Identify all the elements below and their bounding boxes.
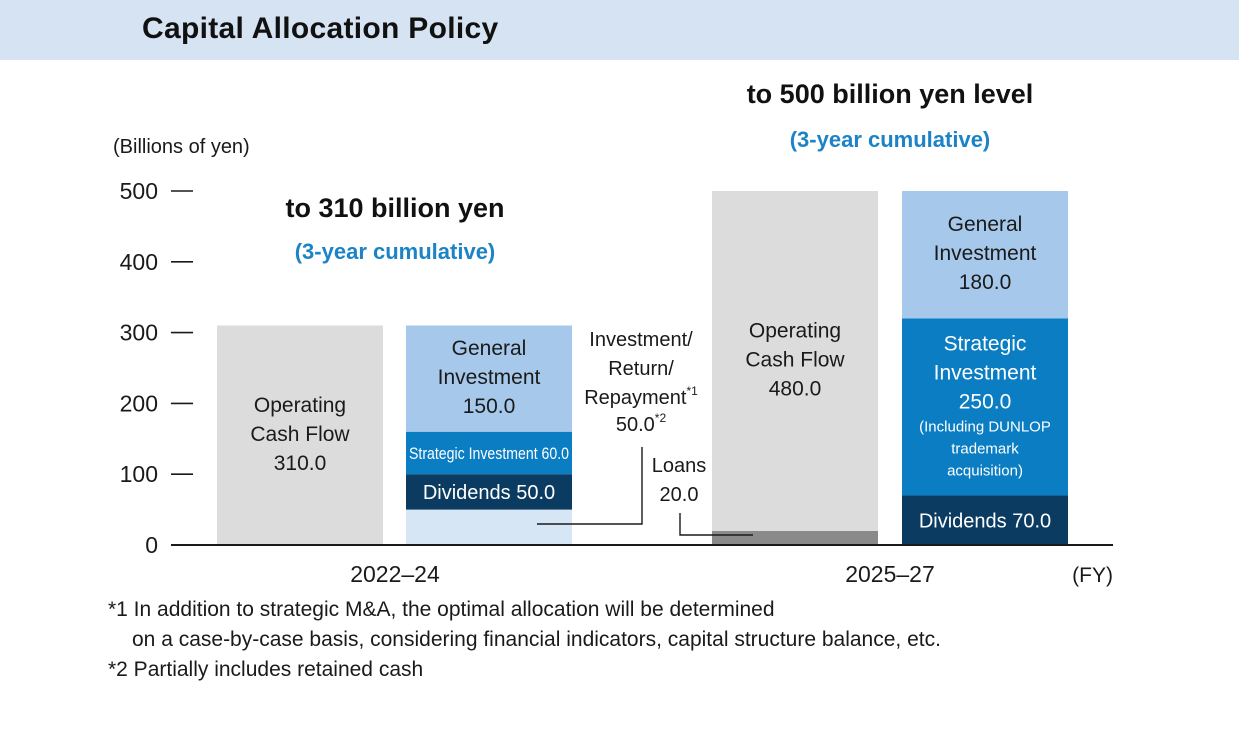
title-bar: Capital Allocation Policy [0, 0, 1239, 60]
bar-data-label: Operating [749, 319, 841, 342]
annotation-investment-text: Repayment*1 [584, 384, 698, 409]
x-tick-label: 2022–24 [350, 561, 440, 587]
page-title: Capital Allocation Policy [142, 12, 499, 45]
bar-note-label: (Including DUNLOP [919, 418, 1051, 435]
annotation-investment-text: Investment/ [589, 329, 693, 351]
y-tick-label: 300 [120, 320, 158, 346]
annotation-loans-text: 20.0 [660, 484, 699, 506]
bar-note-label: trademark [951, 440, 1019, 457]
bar-segment-dividends [406, 474, 572, 510]
bar-data-label: Strategic [944, 332, 1027, 355]
bar-data-label: Dividends 70.0 [919, 510, 1051, 532]
bar-segment-operating-cash-flow [712, 191, 878, 531]
bar-data-label: Dividends 50.0 [423, 482, 555, 504]
y-tick-label: 200 [120, 390, 158, 416]
bar-data-label: Investment [438, 366, 541, 389]
bar-data-label: 480.0 [769, 377, 822, 400]
footnote-1: *1 In addition to strategic M&A, the opt… [108, 598, 775, 621]
bar-segment-general-investment [406, 325, 572, 432]
bar-data-label: Cash Flow [250, 423, 350, 446]
bar-segment-loans [712, 530, 878, 545]
bar-data-label: 250.0 [959, 390, 1012, 413]
bar-segment-strategic-investment [902, 318, 1068, 496]
bar-data-label: General [452, 337, 527, 360]
group-subheading: (3-year cumulative) [790, 127, 991, 152]
x-tick-label: 2025–27 [845, 561, 935, 587]
bar-data-label: Strategic Investment 60.0 [409, 444, 569, 463]
annotation-investment-leader [537, 447, 643, 525]
group-heading: to 310 billion yen [285, 193, 504, 223]
bar-data-label: Investment [934, 242, 1037, 265]
annotation-investment-value: 50.0*2 [616, 411, 667, 436]
bar-data-label: General [948, 213, 1023, 236]
bar-data-label: Cash Flow [745, 348, 845, 371]
bar-data-label: 310.0 [274, 452, 327, 475]
bar-segment-investment-return-repayment [406, 509, 572, 545]
annotation-loans-text: Loans [652, 455, 707, 477]
bar-data-label: 180.0 [959, 271, 1012, 294]
bar-segment-strategic-investment [406, 431, 572, 475]
group-subheading: (3-year cumulative) [295, 239, 496, 264]
y-tick-label: 0 [145, 532, 158, 558]
annotation-investment-text: Return/ [608, 358, 674, 380]
y-tick-label: 400 [120, 249, 158, 275]
bar-segment-operating-cash-flow [217, 325, 383, 545]
x-axis-unit: (FY) [1072, 564, 1113, 587]
footnote-1-cont: on a case-by-case basis, considering fin… [132, 628, 941, 651]
y-axis-label: (Billions of yen) [113, 136, 250, 158]
bar-data-label: Operating [254, 394, 346, 417]
annotation-loans-leader [679, 513, 753, 536]
footnote-2: *2 Partially includes retained cash [108, 658, 424, 681]
bar-note-label: acquisition) [947, 462, 1023, 479]
y-tick-label: 500 [120, 178, 158, 204]
y-tick-label: 100 [120, 461, 158, 487]
bar-segment-dividends [902, 495, 1068, 545]
group-heading: to 500 billion yen level [747, 79, 1034, 109]
bar-data-label: Investment [934, 361, 1037, 384]
bar-segment-general-investment [902, 191, 1068, 319]
bar-data-label: 150.0 [463, 395, 516, 418]
